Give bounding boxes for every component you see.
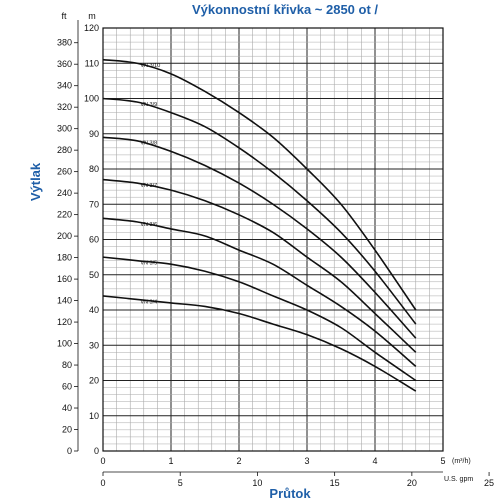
x-tick-label-m3h: 4	[372, 456, 377, 466]
y-tick-label-m: 110	[85, 58, 99, 68]
y-tick-label-ft: 360	[57, 59, 72, 69]
x-tick-label-gpm: 5	[178, 478, 183, 488]
y-tick-label-ft: 80	[62, 360, 72, 370]
y-tick-label-ft: 380	[57, 38, 72, 48]
y-tick-label-ft: 0	[67, 446, 72, 456]
y-tick-label-m: 10	[89, 411, 99, 421]
y-tick-label-m: 100	[84, 94, 99, 104]
y-tick-label-ft: 60	[62, 382, 72, 392]
axis-ticks: 0102030405060708090100110120020406080100…	[57, 20, 494, 488]
y-tick-label-m: 20	[89, 376, 99, 386]
x-tick-label-gpm: 15	[330, 478, 340, 488]
y-tick-label-ft: 260	[57, 167, 72, 177]
y-tick-label-ft: 140	[57, 296, 72, 306]
y-tick-label-m: 80	[89, 164, 99, 174]
y-tick-label-ft: 160	[57, 274, 72, 284]
y-tick-label-ft: 280	[57, 145, 72, 155]
x-tick-label-m3h: 0	[100, 456, 105, 466]
y-tick-label-m: 70	[89, 199, 99, 209]
y-axis-label: Výtlak	[28, 162, 43, 201]
y-tick-label-ft: 40	[62, 403, 72, 413]
plot-frame	[102, 27, 444, 452]
y-tick-label-ft: 300	[57, 124, 72, 134]
y-tick-label-ft: 240	[57, 188, 72, 198]
series-lines: VN 3/10 VN 3/9 VN 3/8 VN 3/7 VN 3/6 VN 3/5 VN …	[102, 58, 417, 392]
y-tick-label-ft: 120	[57, 317, 72, 327]
series-line	[102, 178, 417, 353]
y-tick-label-m: 50	[89, 270, 99, 280]
y-tick-label-ft: 100	[57, 339, 72, 349]
y-tick-label-m: 120	[84, 23, 99, 33]
series-label: VN 3/10	[140, 63, 160, 69]
y-tick-label-ft: 200	[57, 231, 72, 241]
chart-title: Výkonnostní křivka ~ 2850 ot /	[192, 2, 378, 17]
x-tick-label-gpm: 10	[252, 478, 262, 488]
x-unit-gpm: U.S. gpm	[444, 476, 473, 483]
grid	[102, 27, 444, 452]
y-tick-label-m: 90	[89, 129, 99, 139]
series-line	[102, 295, 417, 392]
y-tick-label-m: 0	[94, 446, 99, 456]
x-unit-m3h: (m³/h)	[452, 458, 471, 465]
y-tick-label-ft: 180	[57, 253, 72, 263]
x-tick-label-m3h: 1	[168, 456, 173, 466]
x-tick-label-m3h: 2	[236, 456, 241, 466]
x-tick-label-gpm: 25	[484, 478, 494, 488]
y-tick-label-ft: 20	[62, 425, 72, 435]
x-tick-label-m3h: 3	[304, 456, 309, 466]
series-line	[102, 136, 417, 339]
x-tick-label-gpm: 0	[100, 478, 105, 488]
x-axis-label: Průtok	[269, 486, 311, 501]
y-unit-ft: ft	[61, 11, 67, 21]
series-label: VN 3/4	[140, 299, 157, 305]
y-tick-label-m: 30	[89, 340, 99, 350]
series-label: VN 3/7	[140, 183, 157, 189]
series-label: VN 3/8	[140, 141, 157, 147]
series-line	[102, 217, 417, 368]
x-tick-label-m3h: 5	[440, 456, 445, 466]
series-line	[102, 58, 417, 311]
y-tick-label-ft: 340	[57, 81, 72, 91]
y-tick-label-ft: 320	[57, 102, 72, 112]
series-label: VN 3/5	[140, 261, 157, 267]
x-tick-label-gpm: 20	[407, 478, 417, 488]
series-line	[102, 256, 417, 382]
series-label: VN 3/9	[140, 102, 157, 108]
y-tick-label-m: 60	[89, 235, 99, 245]
y-tick-label-ft: 220	[57, 210, 72, 220]
y-tick-label-m: 40	[89, 305, 99, 315]
series-line	[102, 97, 417, 325]
series-label: VN 3/6	[140, 222, 157, 228]
y-unit-m: m	[88, 11, 96, 21]
